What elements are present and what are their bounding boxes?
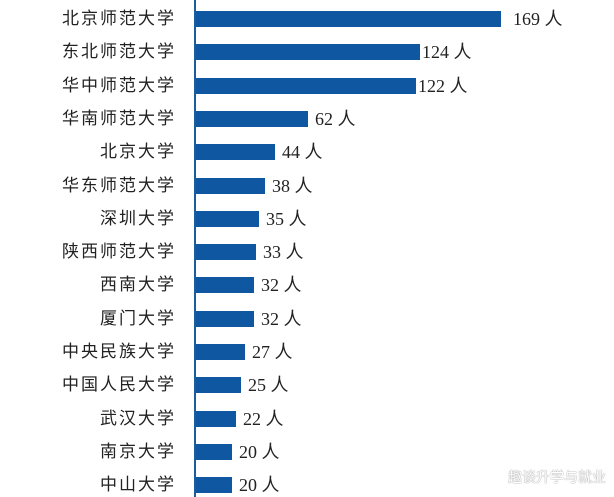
category-label: 华东师范大学 <box>62 175 176 196</box>
bar <box>196 177 265 194</box>
value-label: 33 人 <box>263 242 304 263</box>
bar-row: 深圳大学 35 人 <box>0 208 614 230</box>
bar-row: 中央民族大学 27 人 <box>0 341 614 363</box>
bar-row: 北京大学 44 人 <box>0 141 614 163</box>
bar-row: 南京大学 20 人 <box>0 441 614 463</box>
category-label: 华南师范大学 <box>62 108 176 129</box>
y-axis-line <box>194 0 196 497</box>
bar-row: 中山大学 20 人 <box>0 474 614 496</box>
bar-row: 华中师范大学 122 人 <box>0 75 614 97</box>
bar-row: 武汉大学 22 人 <box>0 408 614 430</box>
category-label: 西南大学 <box>100 275 176 296</box>
value-label: 20 人 <box>239 475 280 496</box>
category-label: 南京大学 <box>100 441 176 462</box>
value-label: 38 人 <box>272 175 313 196</box>
bar-row: 华东师范大学 38 人 <box>0 175 614 197</box>
category-label: 陕西师范大学 <box>62 242 176 263</box>
category-label: 中山大学 <box>100 475 176 496</box>
bar <box>196 277 254 294</box>
value-label: 44 人 <box>282 142 323 163</box>
bar-row: 陕西师范大学 33 人 <box>0 241 614 263</box>
value-label: 25 人 <box>248 375 289 396</box>
bar <box>196 210 259 227</box>
category-label: 北京大学 <box>100 142 176 163</box>
bar-row: 厦门大学 32 人 <box>0 308 614 330</box>
value-label: 27 人 <box>252 342 293 362</box>
category-label: 厦门大学 <box>100 308 176 329</box>
category-label: 北京师范大学 <box>62 9 176 29</box>
watermark: 趣谈升学与就业 <box>508 470 606 486</box>
bar <box>196 344 245 360</box>
bar-row: 西南大学 32 人 <box>0 274 614 296</box>
bar <box>196 77 416 94</box>
bar <box>196 477 232 494</box>
category-label: 中国人民大学 <box>62 375 176 396</box>
value-label: 169 人 <box>513 9 563 29</box>
category-label: 华中师范大学 <box>62 75 176 96</box>
value-label: 62 人 <box>315 108 356 129</box>
bar <box>196 44 420 61</box>
value-label: 32 人 <box>261 275 302 296</box>
value-label: 32 人 <box>261 308 302 329</box>
value-label: 122 人 <box>418 75 468 96</box>
bar <box>196 310 254 327</box>
bar <box>196 11 501 27</box>
category-label: 武汉大学 <box>100 408 176 429</box>
bar-row: 北京师范大学 169 人 <box>0 8 614 30</box>
bar <box>196 244 256 261</box>
bar-row: 华南师范大学 62 人 <box>0 108 614 130</box>
category-label: 中央民族大学 <box>62 342 176 362</box>
category-label: 深圳大学 <box>100 208 176 229</box>
value-label: 20 人 <box>239 441 280 462</box>
value-label: 124 人 <box>422 42 472 63</box>
bar <box>196 410 236 427</box>
value-label: 35 人 <box>266 208 307 229</box>
category-label: 东北师范大学 <box>62 42 176 63</box>
bar <box>196 144 275 161</box>
bar-row: 中国人民大学 25 人 <box>0 374 614 396</box>
bar <box>196 377 241 394</box>
value-label: 22 人 <box>243 408 284 429</box>
bar-row: 东北师范大学 124 人 <box>0 41 614 63</box>
bar <box>196 443 232 460</box>
bar <box>196 110 308 127</box>
